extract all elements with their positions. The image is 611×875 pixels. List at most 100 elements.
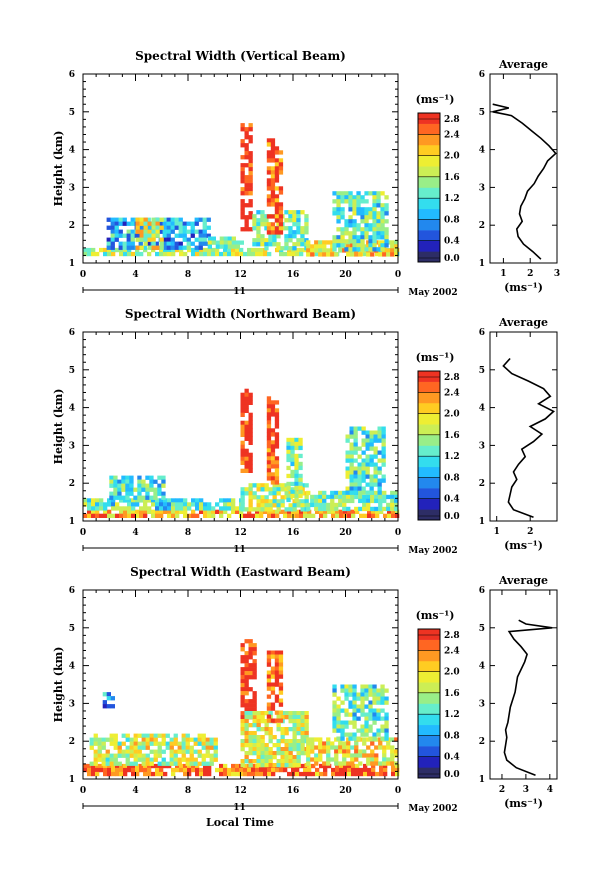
heatmap-cell <box>270 174 276 179</box>
heatmap-cell <box>307 513 312 518</box>
heatmap-cell <box>163 509 168 514</box>
heatmap-cell <box>256 759 261 764</box>
heatmap-cell <box>334 761 339 766</box>
heatmap-cell <box>276 487 281 492</box>
heatmap-cell <box>361 426 366 431</box>
heatmap-cell <box>318 741 323 746</box>
heatmap-cell <box>264 711 269 716</box>
average-title: Average <box>498 58 548 71</box>
heatmap-cell <box>358 749 363 754</box>
heatmap-cell <box>344 696 349 701</box>
heatmap-cell <box>271 771 276 777</box>
heatmap-cell <box>171 506 176 511</box>
colorbar-tick-label: 2.0 <box>444 668 460 678</box>
heatmap-cell <box>278 674 284 679</box>
heatmap-cell <box>370 761 375 766</box>
heatmap-cell <box>368 211 373 216</box>
heatmap-cell <box>139 221 144 226</box>
heatmap-cell <box>279 767 284 773</box>
heatmap-cell <box>394 244 399 249</box>
heatmap-cell <box>193 741 198 746</box>
heatmap-cell <box>338 741 343 746</box>
heatmap-cell <box>363 767 368 773</box>
heatmap-cell <box>344 195 349 200</box>
heatmap-cell <box>123 771 128 777</box>
heatmap-cell <box>161 737 166 742</box>
heatmap-cell <box>354 753 359 758</box>
heatmap-cell <box>248 392 253 397</box>
colorbar-tick-label: 0.4 <box>444 237 460 247</box>
heatmap-cell <box>278 230 284 235</box>
heatmap-cell <box>244 723 249 728</box>
heatmap-cell <box>348 219 353 224</box>
heatmap-cell <box>113 487 118 492</box>
heatmap-cell <box>344 720 349 725</box>
heatmap-cell <box>371 513 376 518</box>
heatmap-cell <box>95 763 100 769</box>
heatmap-cell <box>278 226 284 231</box>
heatmap-cell <box>83 513 88 518</box>
heatmap-cell <box>256 747 261 752</box>
heatmap-cell <box>264 495 269 500</box>
heatmap-cell <box>240 444 245 449</box>
heatmap-cell <box>294 473 299 479</box>
heatmap-cell <box>151 509 156 514</box>
heatmap-cell <box>248 751 253 756</box>
heatmap-cell <box>356 247 361 252</box>
heatmap-cell <box>351 767 356 773</box>
heatmap-cell <box>123 509 128 514</box>
heatmap-cell <box>199 771 204 777</box>
heatmap-cell <box>260 487 265 492</box>
heatmap-cell <box>145 495 150 500</box>
heatmap-cell <box>272 238 277 243</box>
heatmap-cell <box>270 186 276 191</box>
heatmap-cell <box>380 219 385 224</box>
heatmap-cell <box>110 237 115 242</box>
heatmap-cell <box>346 761 351 766</box>
heatmap-cell <box>323 763 328 769</box>
heatmap-cell <box>182 229 187 234</box>
average-y-tick-label: 2 <box>479 479 485 489</box>
heatmap-cell <box>306 757 311 762</box>
heatmap-cell <box>235 771 240 777</box>
heatmap-cell <box>322 745 327 750</box>
heatmap-cell <box>179 767 184 773</box>
heatmap-cell <box>93 733 98 738</box>
heatmap-cell <box>239 247 244 253</box>
heatmap-cell <box>356 239 361 244</box>
heatmap-cell <box>219 513 224 518</box>
heatmap-cell <box>371 509 376 514</box>
heatmap-cell <box>330 757 335 762</box>
heatmap-cell <box>383 771 388 777</box>
heatmap-cell <box>360 247 365 252</box>
heatmap-cell <box>244 388 249 393</box>
heatmap-cell <box>266 706 272 711</box>
heatmap-cell <box>264 747 269 752</box>
heatmap-cell <box>287 771 292 777</box>
heatmap-cell <box>129 483 134 488</box>
heatmap-cell <box>390 490 395 496</box>
heatmap-cell <box>169 757 174 762</box>
heatmap-cell <box>294 485 299 491</box>
heatmap-cell <box>248 163 253 168</box>
heatmap-cell <box>240 723 245 728</box>
heatmap-cell <box>298 437 303 443</box>
heatmap-cell <box>373 474 378 479</box>
heatmap-cell <box>248 416 253 421</box>
heatmap-cell <box>394 252 399 257</box>
heatmap-cell <box>336 199 341 204</box>
heatmap-cell <box>296 719 301 724</box>
heatmap-cell <box>306 506 311 512</box>
heatmap-cell <box>126 237 131 242</box>
heatmap-cell <box>213 745 218 750</box>
heatmap-cell <box>292 719 297 724</box>
colorbar-tick-label: 2.8 <box>444 115 460 125</box>
heatmap-cell <box>131 771 136 777</box>
heatmap-cell <box>143 498 148 503</box>
heatmap-cell <box>206 233 211 238</box>
heatmap-cell <box>361 442 366 447</box>
heatmap-cell <box>139 233 144 238</box>
heatmap-cell <box>334 757 339 762</box>
heatmap-cell <box>102 692 107 697</box>
heatmap-cell <box>195 767 200 773</box>
